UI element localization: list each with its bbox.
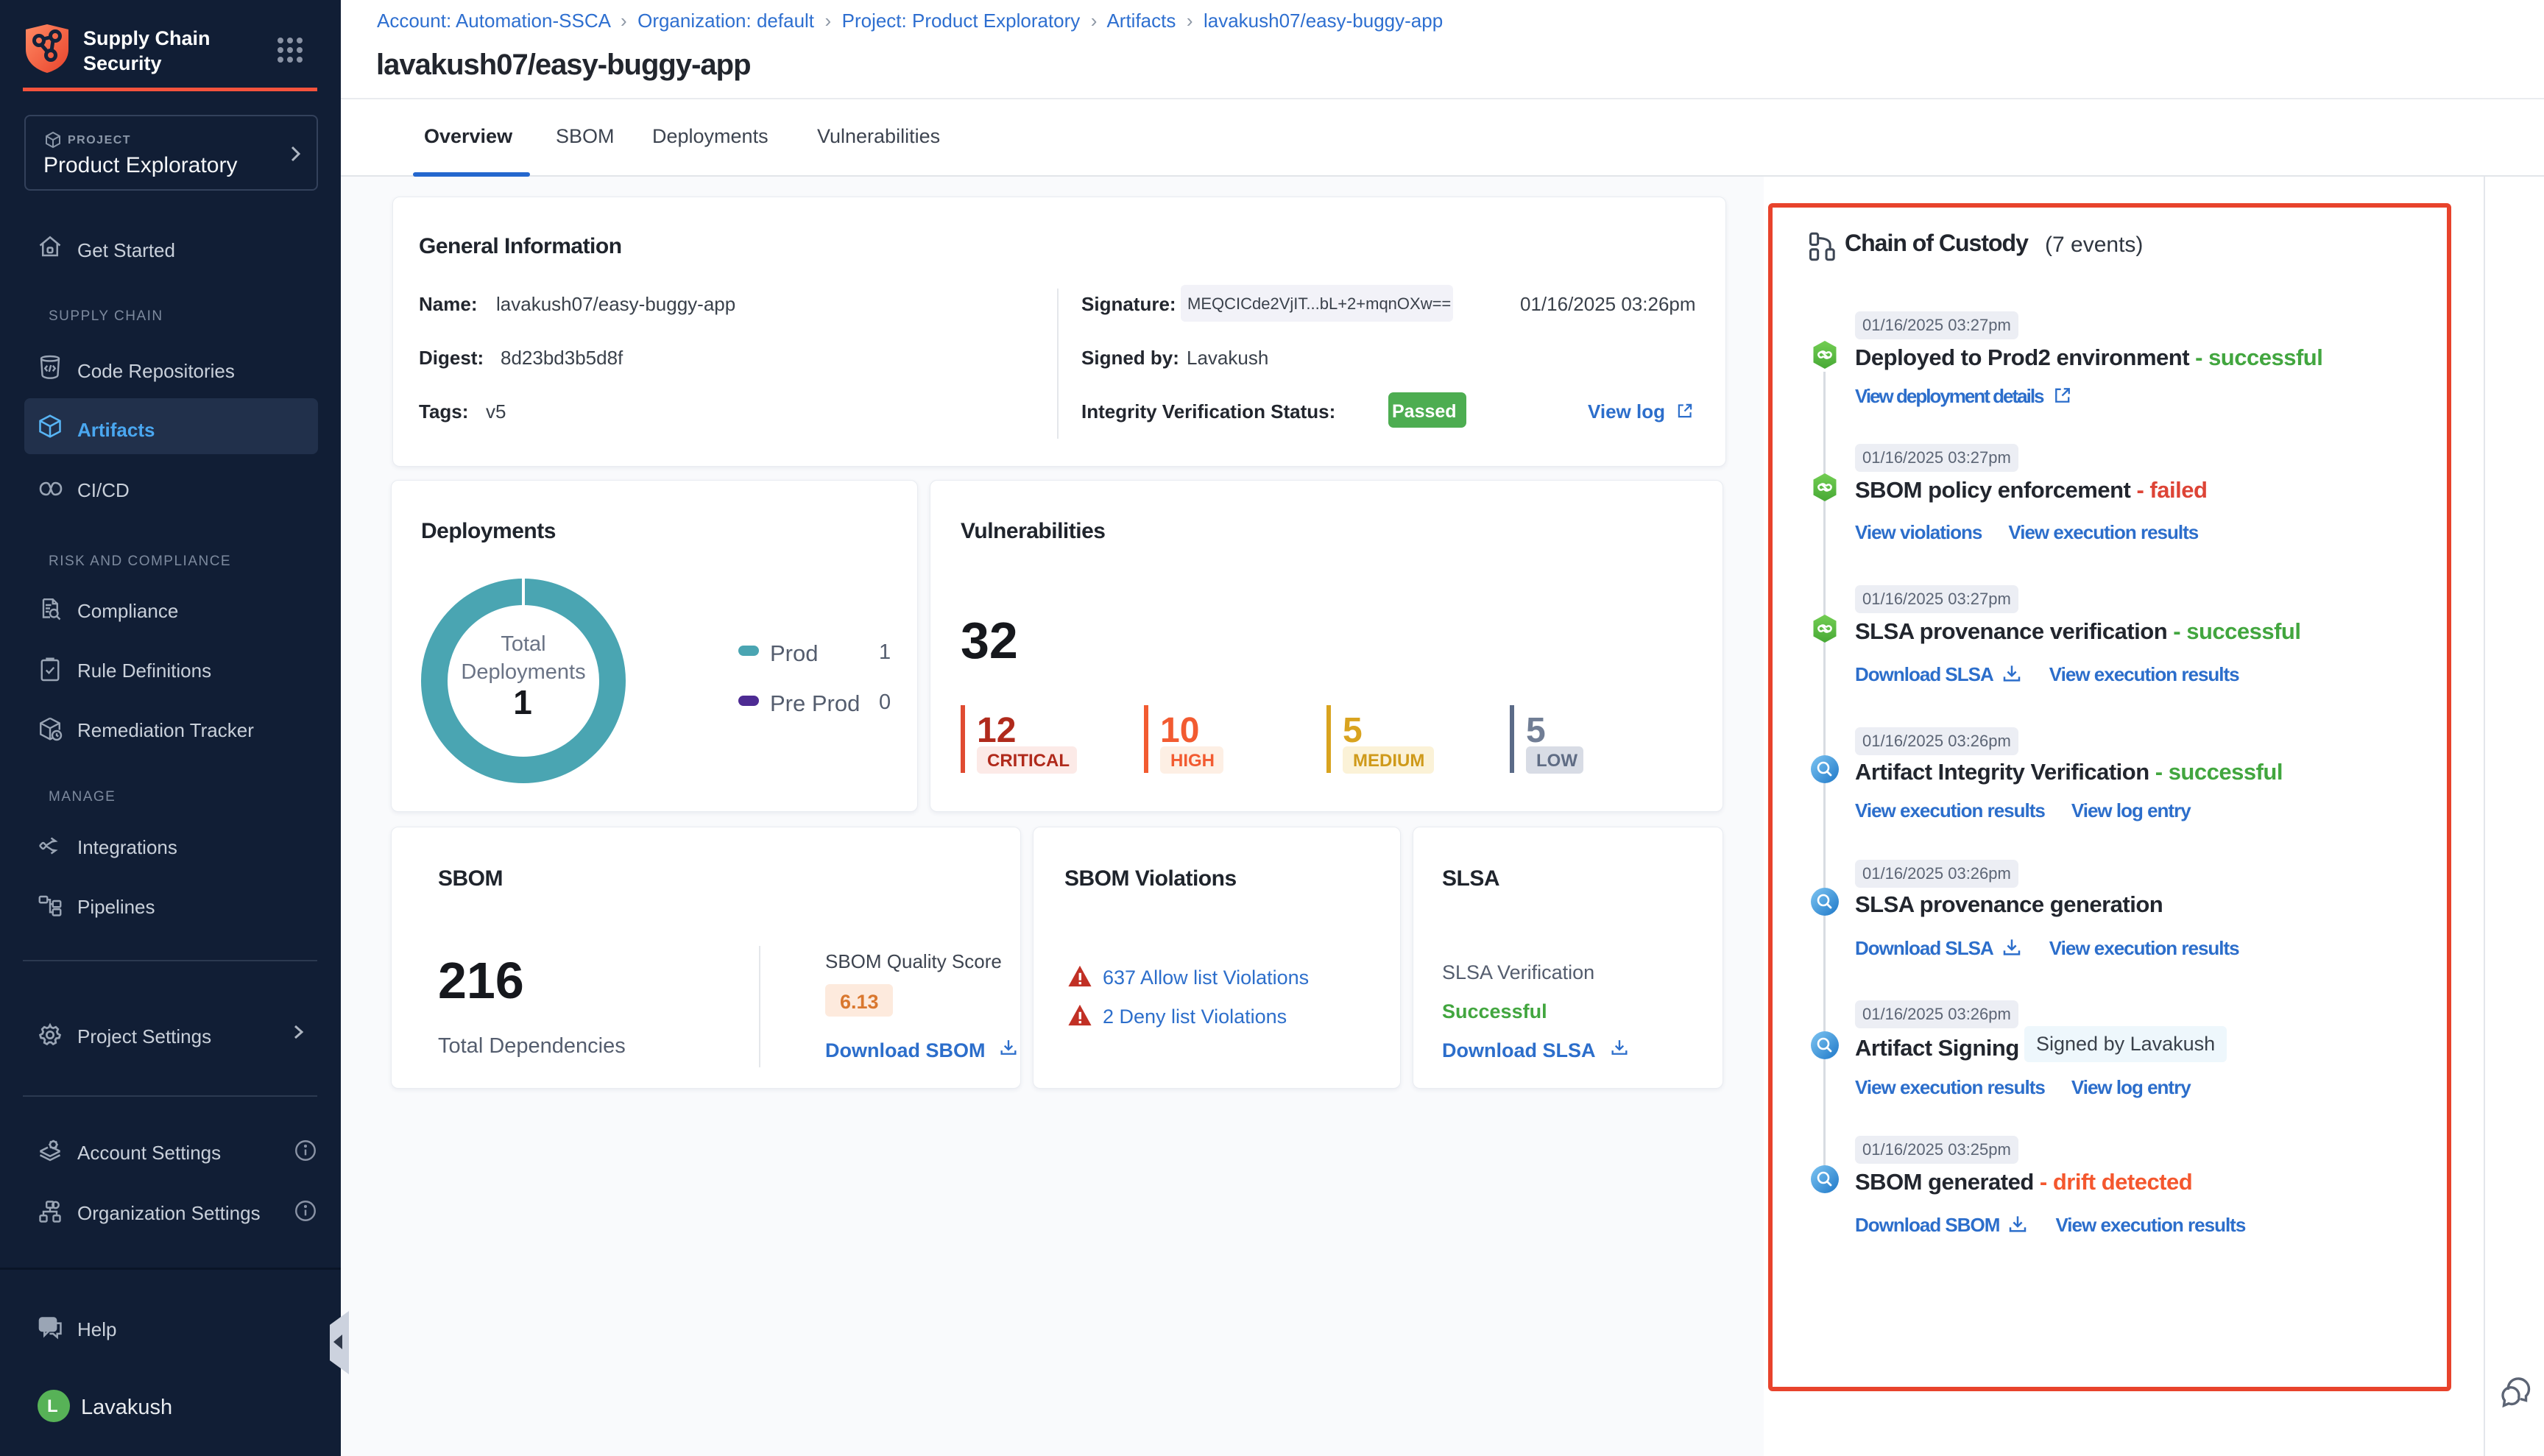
svg-text:?: ? — [45, 1320, 52, 1332]
